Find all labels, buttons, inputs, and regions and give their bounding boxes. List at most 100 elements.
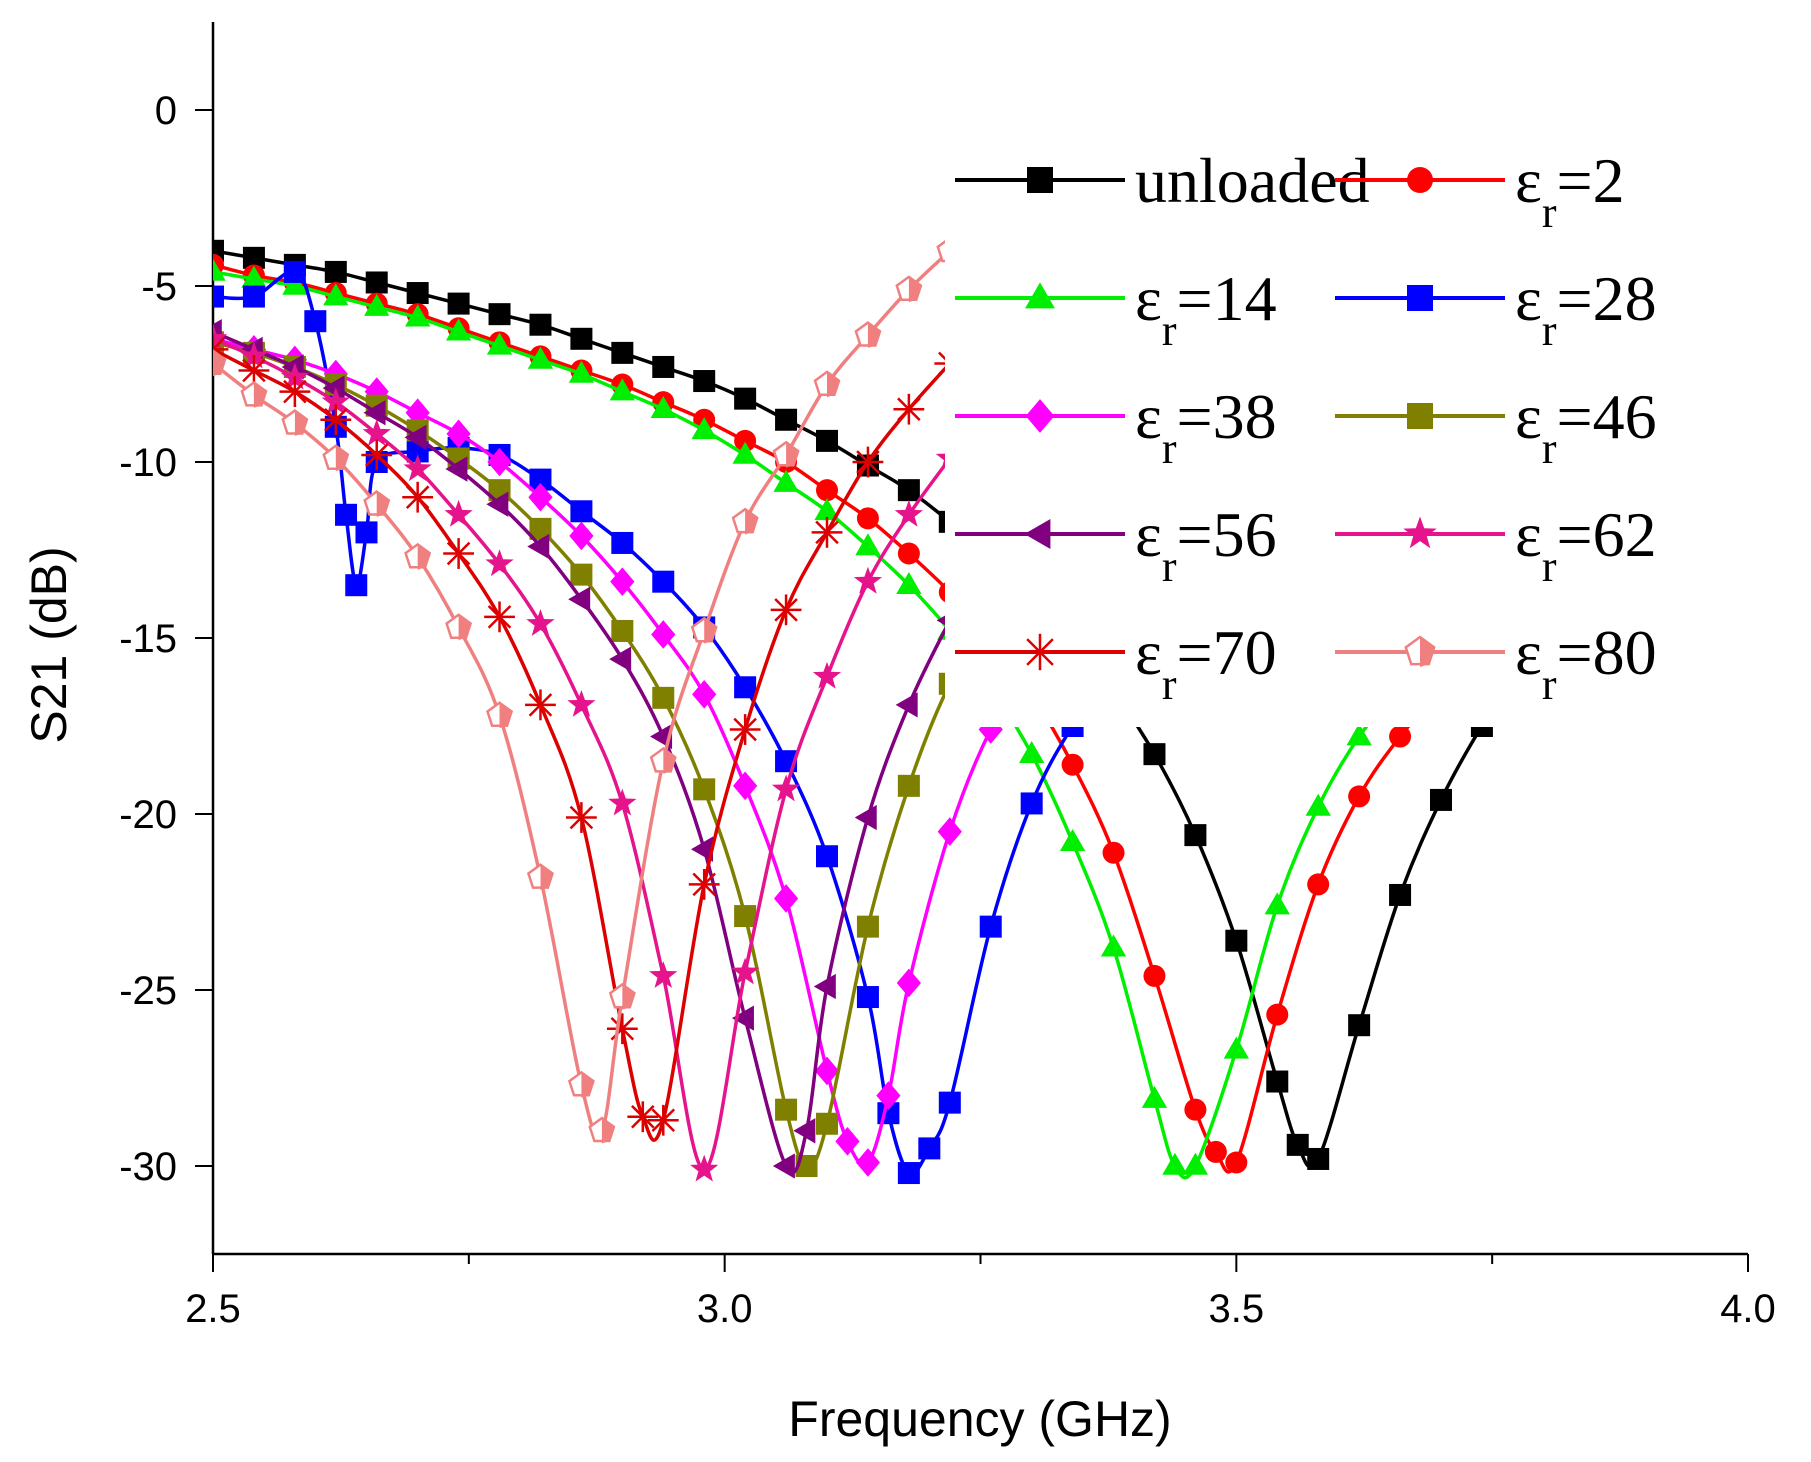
data-point (487, 447, 512, 477)
data-point (918, 1137, 941, 1160)
legend: unloaded εr=2 εr=14 εr=28 εr=38 εr=46 εr=56 εr=… (945, 112, 1800, 727)
series-line (213, 330, 952, 1175)
data-point (213, 285, 224, 308)
data-point (404, 542, 432, 570)
data-point (1389, 725, 1412, 748)
data-point (241, 265, 267, 288)
data-point (627, 1101, 659, 1133)
data-point (1225, 1151, 1248, 1174)
data-point (405, 304, 431, 327)
series-line (213, 270, 1402, 1180)
data-point (853, 566, 883, 594)
data-point (773, 469, 799, 492)
legend-entry-6: εr=56 (955, 499, 1277, 591)
data-point (647, 1104, 679, 1136)
data-point (649, 746, 677, 774)
data-point (445, 613, 473, 641)
data-point (608, 788, 637, 816)
data-point (568, 360, 595, 383)
series-5 (213, 331, 1002, 1177)
data-point (772, 440, 800, 468)
data-point (364, 293, 390, 316)
data-point (1162, 1152, 1188, 1175)
data-point (304, 310, 327, 333)
data-point (772, 1153, 795, 1179)
data-point (486, 491, 509, 517)
y-tick-label: 0 (155, 89, 177, 133)
data-point (688, 869, 720, 900)
data-point (1102, 841, 1125, 864)
data-point (529, 517, 552, 540)
data-point (526, 863, 554, 890)
y-tick-label: -25 (119, 969, 177, 1013)
data-point (280, 362, 309, 390)
data-point (813, 370, 841, 398)
data-point (775, 1098, 798, 1121)
legend-entry-3: εr=28 (1335, 263, 1657, 355)
data-point (279, 376, 311, 407)
legend-entry-4: εr=38 (955, 381, 1277, 473)
data-point (611, 341, 634, 364)
data-point (731, 507, 759, 535)
data-point (775, 408, 798, 431)
data-point (404, 424, 427, 451)
data-point (734, 676, 757, 699)
data-point (282, 272, 308, 295)
data-point (1141, 1085, 1168, 1108)
data-point (447, 292, 470, 315)
data-point (856, 915, 879, 938)
data-point (525, 689, 556, 721)
data-point (692, 680, 717, 709)
data-point (335, 503, 358, 526)
data-point (567, 690, 596, 717)
data-point (528, 482, 553, 512)
data-point (324, 260, 347, 283)
data-point (213, 239, 224, 262)
data-point (691, 417, 717, 440)
data-point (732, 441, 758, 464)
data-point (731, 1005, 754, 1031)
data-point (609, 646, 632, 672)
data-point (652, 355, 675, 378)
data-point (729, 714, 761, 745)
legend-entry-5: εr=46 (1335, 381, 1657, 473)
data-point (835, 1127, 860, 1156)
data-point (1184, 1098, 1207, 1121)
data-point (361, 439, 393, 471)
data-point (1407, 285, 1433, 311)
data-point (527, 346, 554, 369)
data-point (854, 804, 877, 831)
data-point (588, 1116, 616, 1144)
data-point (1266, 1070, 1289, 1093)
legend-box (945, 112, 1800, 727)
data-point (895, 692, 918, 718)
data-point (650, 396, 676, 418)
data-point (568, 586, 591, 612)
data-point (238, 355, 270, 386)
data-point (1143, 964, 1166, 987)
data-point (652, 686, 675, 709)
data-point (897, 774, 920, 797)
data-point (488, 303, 511, 326)
data-point (691, 836, 713, 862)
legend-label: εr=56 (1135, 499, 1277, 591)
legend-label: εr=2 (1515, 145, 1625, 237)
legend-entry-0: unloaded (955, 145, 1370, 216)
data-point (445, 456, 468, 482)
data-point (322, 444, 350, 472)
data-point (1307, 1147, 1330, 1170)
data-point (1204, 1140, 1227, 1163)
data-point (1404, 635, 1436, 667)
x-tick-label: 2.5 (185, 1287, 241, 1331)
data-point (446, 419, 471, 449)
data-point (811, 517, 843, 548)
data-point (242, 246, 265, 269)
legend-entry-7: εr=62 (1335, 499, 1657, 591)
data-point (690, 1154, 719, 1182)
data-point (814, 498, 840, 521)
data-point (770, 594, 802, 626)
data-point (406, 282, 429, 305)
data-point (445, 318, 472, 341)
data-point (526, 609, 555, 636)
data-point (690, 616, 718, 644)
